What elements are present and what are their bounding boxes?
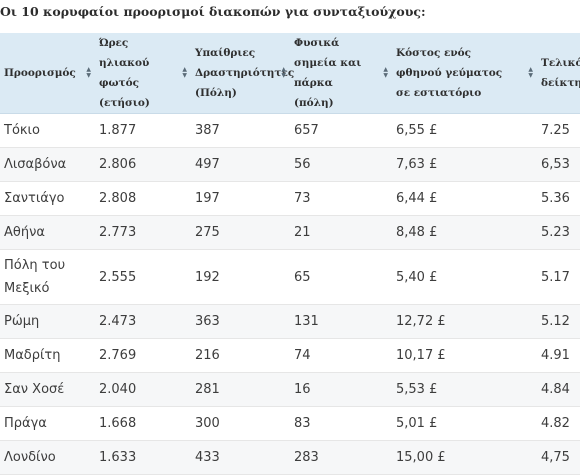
outdoor-cell: 497 bbox=[195, 157, 220, 172]
destination-cell: Σαν Χοσέ bbox=[4, 382, 65, 397]
table-row: Πόλη του Μεξικό 2.555 192 65 5,40 £ 5.17 bbox=[0, 250, 580, 305]
score-cell: 4.82 bbox=[541, 416, 570, 431]
meal-cost-cell: 5,01 £ bbox=[396, 416, 438, 431]
sunshine-cell: 2.040 bbox=[99, 382, 137, 397]
column-header-label: Ώρες ηλιακού φωτός (ετήσιο) bbox=[99, 37, 150, 109]
header-row: Προορισμός ▲ ▼ Ώρες ηλιακού φωτός (ετήσιο… bbox=[0, 33, 580, 114]
sunshine-cell: 2.473 bbox=[99, 314, 137, 329]
outdoor-cell: 363 bbox=[195, 314, 220, 329]
score-cell: 5.23 bbox=[541, 225, 570, 240]
score-cell: 4,75 bbox=[541, 450, 570, 465]
table-body: Τόκιο 1.877 387 657 6,55 £ 7.25 Λισαβόνα… bbox=[0, 114, 580, 475]
table-row: Πράγα 1.668 300 83 5,01 £ 4.82 bbox=[0, 407, 580, 441]
destination-cell: Σαντιάγο bbox=[4, 191, 65, 206]
table-row: Τόκιο 1.877 387 657 6,55 £ 7.25 bbox=[0, 114, 580, 148]
score-cell: 4.84 bbox=[541, 382, 570, 397]
meal-cost-cell: 10,17 £ bbox=[396, 348, 446, 363]
table-row: Σαν Χοσέ 2.040 281 16 5,53 £ 4.84 bbox=[0, 372, 580, 407]
score-cell: 6,53 bbox=[541, 157, 570, 172]
destination-cell: Πράγα bbox=[4, 416, 47, 431]
sunshine-cell: 2.773 bbox=[99, 225, 137, 240]
destination-cell: Μαδρίτη bbox=[4, 348, 61, 363]
parks-cell: 131 bbox=[294, 314, 319, 329]
meal-cost-cell: 7,63 £ bbox=[396, 157, 438, 172]
column-header-label: Υπαίθριες Δραστηριότητες (Πόλη) bbox=[195, 47, 295, 99]
meal-cost-cell: 12,72 £ bbox=[396, 314, 446, 329]
sunshine-cell: 2.806 bbox=[99, 157, 137, 172]
column-header-sunshine[interactable]: Ώρες ηλιακού φωτός (ετήσιο) ▲ ▼ bbox=[95, 33, 191, 114]
destination-cell: Ρώμη bbox=[4, 314, 40, 329]
column-header-parks[interactable]: Φυσικά σημεία και πάρκα (πόλη) ▲ ▼ bbox=[290, 33, 392, 114]
meal-cost-cell: 8,48 £ bbox=[396, 225, 438, 240]
destinations-table: Προορισμός ▲ ▼ Ώρες ηλιακού φωτός (ετήσιο… bbox=[0, 33, 580, 475]
outdoor-cell: 192 bbox=[195, 269, 220, 285]
outdoor-cell: 300 bbox=[195, 416, 220, 431]
destination-cell: Λισαβόνα bbox=[4, 157, 67, 172]
outdoor-cell: 387 bbox=[195, 123, 220, 138]
destination-cell: Τόκιο bbox=[4, 123, 40, 138]
parks-cell: 283 bbox=[294, 450, 319, 465]
sort-icon[interactable]: ▲ ▼ bbox=[182, 66, 187, 79]
table-row: Μαδρίτη 2.769 216 74 10,17 £ 4.91 bbox=[0, 339, 580, 373]
parks-cell: 74 bbox=[294, 348, 311, 363]
destination-cell: Λονδίνο bbox=[4, 450, 56, 465]
meal-cost-cell: 6,44 £ bbox=[396, 191, 438, 206]
parks-cell: 83 bbox=[294, 416, 311, 431]
score-cell: 4.91 bbox=[541, 348, 570, 363]
table-row: Αθήνα 2.773 275 21 8,48 £ 5.23 bbox=[0, 215, 580, 250]
table-row: Σαντιάγο 2.808 197 73 6,44 £ 5.36 bbox=[0, 182, 580, 216]
score-cell: 5.36 bbox=[541, 191, 570, 206]
parks-cell: 16 bbox=[294, 382, 311, 397]
sunshine-cell: 2.808 bbox=[99, 191, 137, 206]
outdoor-cell: 281 bbox=[195, 382, 220, 397]
score-cell: 5.17 bbox=[541, 269, 570, 285]
parks-cell: 56 bbox=[294, 157, 311, 172]
column-header-label: Φυσικά σημεία και πάρκα (πόλη) bbox=[294, 37, 362, 109]
sunshine-cell: 1.877 bbox=[99, 123, 137, 138]
column-header-outdoor[interactable]: Υπαίθριες Δραστηριότητες (Πόλη) ▲ ▼ bbox=[191, 33, 295, 114]
column-header-meal-cost[interactable]: Κόστος ενός φθηνού γεύματος σε εστιατόρι… bbox=[392, 33, 537, 114]
outdoor-cell: 216 bbox=[195, 348, 220, 363]
table-row: Λονδίνο 1.633 433 283 15,00 £ 4,75 bbox=[0, 440, 580, 475]
table-caption: Οι 10 κορυφαίοι προορισμοί διακοπών για … bbox=[0, 4, 426, 19]
parks-cell: 65 bbox=[294, 269, 311, 285]
table-header: Προορισμός ▲ ▼ Ώρες ηλιακού φωτός (ετήσιο… bbox=[0, 33, 580, 114]
table-row: Λισαβόνα 2.806 497 56 7,63 £ 6,53 bbox=[0, 147, 580, 182]
score-cell: 5.12 bbox=[541, 314, 570, 329]
column-header-label: Προορισμός bbox=[4, 67, 76, 79]
sunshine-cell: 1.633 bbox=[99, 450, 137, 465]
parks-cell: 657 bbox=[294, 123, 319, 138]
table-row: Ρώμη 2.473 363 131 12,72 £ 5.12 bbox=[0, 304, 580, 339]
meal-cost-cell: 15,00 £ bbox=[396, 450, 446, 465]
destination-cell: Πόλη του Μεξικό bbox=[4, 258, 66, 296]
outdoor-cell: 433 bbox=[195, 450, 220, 465]
sort-icon[interactable]: ▲ ▼ bbox=[86, 66, 91, 79]
sort-icon[interactable]: ▲ ▼ bbox=[383, 66, 388, 79]
sunshine-cell: 1.668 bbox=[99, 416, 137, 431]
meal-cost-cell: 6,55 £ bbox=[396, 123, 438, 138]
parks-cell: 21 bbox=[294, 225, 311, 240]
meal-cost-cell: 5,53 £ bbox=[396, 382, 438, 397]
sunshine-cell: 2.769 bbox=[99, 348, 137, 363]
destination-cell: Αθήνα bbox=[4, 225, 45, 240]
sort-icon[interactable]: ▲ ▼ bbox=[528, 66, 533, 79]
column-header-score[interactable]: Τελικός δείκτης ▲▼ bbox=[537, 33, 580, 114]
column-header-label: Κόστος ενός φθηνού γεύματος σε εστιατόρι… bbox=[396, 47, 503, 99]
score-cell: 7.25 bbox=[541, 123, 570, 138]
column-header-destination[interactable]: Προορισμός ▲ ▼ bbox=[0, 33, 95, 114]
meal-cost-cell: 5,40 £ bbox=[396, 269, 438, 285]
column-header-label: Τελικός δείκτης bbox=[541, 57, 580, 89]
outdoor-cell: 197 bbox=[195, 191, 220, 206]
parks-cell: 73 bbox=[294, 191, 311, 206]
outdoor-cell: 275 bbox=[195, 225, 220, 240]
sort-icon[interactable]: ▲ ▼ bbox=[281, 66, 286, 79]
sunshine-cell: 2.555 bbox=[99, 269, 137, 285]
